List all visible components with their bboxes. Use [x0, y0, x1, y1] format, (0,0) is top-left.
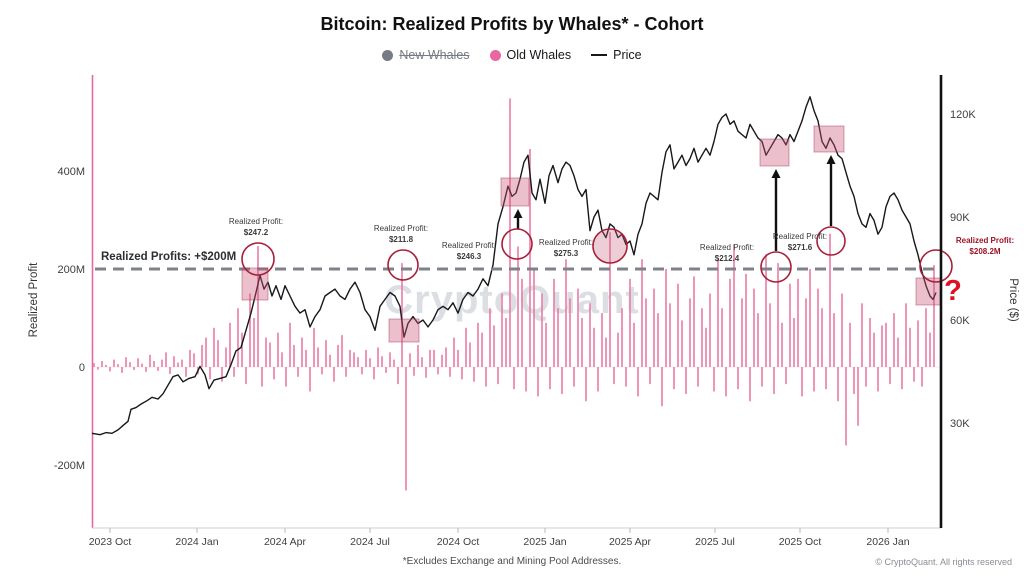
old-whales-bars[interactable] — [93, 98, 935, 491]
right-tick-label: 30K — [950, 418, 970, 430]
annotation-label: Realized Profit: — [374, 224, 428, 233]
old-whales-label: Old Whales — [506, 48, 572, 62]
annotation-value: $208.2M — [969, 247, 1000, 256]
price-swatch — [591, 54, 608, 56]
annotation-circle — [592, 228, 628, 264]
annotation-label: Realized Profit: — [956, 236, 1014, 245]
x-tick-label: 2025 Jan — [523, 536, 566, 548]
annotation-value: $246.3 — [457, 252, 482, 261]
x-tick-label: 2025 Oct — [779, 536, 822, 548]
up-arrow-head — [771, 169, 781, 178]
highlight-box — [388, 318, 420, 343]
x-tick-label: 2023 Oct — [89, 536, 132, 548]
price-line[interactable] — [91, 96, 937, 436]
left-tick-label: -200M — [54, 460, 85, 472]
question-mark: ? — [944, 275, 962, 307]
highlight-box — [241, 267, 269, 301]
footnote: *Excludes Exchange and Mining Pool Addre… — [402, 556, 622, 567]
left-tick-label: 400M — [57, 166, 85, 178]
chart-title: Bitcoin: Realized Profits by Whales* - C… — [320, 14, 704, 34]
x-tick-label: 2025 Jul — [695, 536, 735, 548]
right-tick-label: 90K — [950, 212, 970, 224]
annotation-circle — [241, 242, 275, 276]
price-label: Price — [613, 48, 642, 62]
annotation-value: $211.8 — [389, 235, 414, 244]
watermark: CryptoQuant — [384, 278, 640, 322]
legend-item-price[interactable]: Price — [591, 48, 642, 62]
annotation-circle — [387, 249, 419, 281]
right-tick-label: 120K — [950, 109, 976, 121]
annotation-circle — [760, 251, 792, 283]
x-tick-label: 2025 Apr — [609, 536, 652, 548]
up-arrow-head — [826, 155, 836, 164]
right-tick-label: 60K — [950, 315, 970, 327]
left-tick-label: 200M — [57, 264, 85, 276]
annotation-label: Realized Profit: — [229, 217, 283, 226]
copyright: © CryptoQuant. All rights reserved — [875, 557, 1012, 567]
legend-item-new-whales[interactable]: New Whales — [382, 48, 470, 62]
left-axis-title: Realized Profit — [28, 262, 40, 338]
left-tick-label: 0 — [79, 362, 85, 374]
annotation-circle — [501, 228, 533, 260]
new-whales-label: New Whales — [399, 48, 470, 62]
old-whales-swatch — [489, 49, 501, 61]
new-whales-swatch — [382, 49, 394, 61]
legend-item-old-whales[interactable]: Old Whales — [489, 48, 572, 62]
highlight-box — [813, 125, 845, 153]
threshold-label: Realized Profits: +$200M — [101, 251, 236, 263]
annotation-circle — [919, 249, 953, 283]
x-tick-label: 2024 Jan — [175, 536, 218, 548]
x-tick-label: 2024 Jul — [350, 536, 390, 548]
annotation-circle — [816, 226, 846, 256]
x-tick-label: 2024 Oct — [437, 536, 480, 548]
annotation-value: $247.2 — [244, 228, 269, 237]
x-tick-label: 2024 Apr — [264, 536, 307, 548]
annotation-label: Realized Profit: — [773, 232, 827, 241]
annotation-label: Realized Profit: — [442, 241, 496, 250]
annotation-value: $271.6 — [788, 243, 813, 252]
annotation-label: Realized Profit: — [539, 238, 593, 247]
x-tick-label: 2026 Jan — [866, 536, 909, 548]
up-arrow-head — [513, 209, 523, 218]
annotation-value: $275.3 — [554, 249, 579, 258]
annotation-label: Realized Profit: — [700, 243, 754, 252]
annotation-value: $212.4 — [715, 254, 740, 263]
highlight-box — [500, 177, 530, 207]
right-axis-title: Price ($) — [1007, 278, 1019, 322]
legend: New Whales Old Whales Price — [0, 48, 1024, 62]
highlight-box — [759, 138, 790, 167]
